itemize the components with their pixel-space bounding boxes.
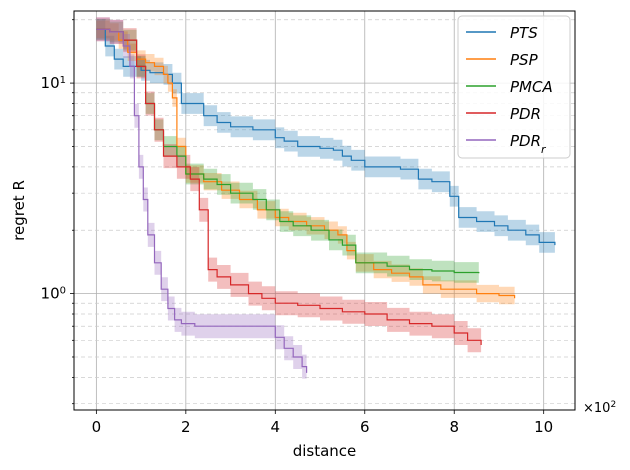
y-tick-base: 10 — [41, 285, 60, 303]
legend-label-pdr: PDR — [510, 105, 541, 123]
x-axis-label: distance — [293, 442, 357, 460]
x-tick-label: 4 — [271, 418, 281, 436]
band-pts — [96, 19, 555, 256]
band-pmca — [96, 19, 479, 284]
legend-box — [457, 15, 571, 159]
plot-frame — [73, 10, 576, 411]
line-pdr — [96, 28, 482, 345]
y-tick-label: 100 — [41, 285, 66, 303]
series-lines — [96, 28, 556, 373]
legend-label-base: PDR — [510, 132, 541, 150]
x-multiplier-exp: 2 — [610, 400, 616, 410]
legend-label-base: PSP — [510, 51, 539, 69]
y-tick-exponent: 0 — [60, 285, 66, 296]
x-axis-multiplier: ×102 — [583, 400, 616, 416]
y-tick-base: 10 — [41, 74, 60, 92]
x-tick-label: 8 — [449, 418, 459, 436]
x-multiplier-base: ×10 — [583, 401, 610, 416]
line-pdr_r — [96, 28, 308, 373]
legend-label-psp: PSP — [510, 51, 539, 69]
line-pts — [96, 28, 556, 246]
legend-label-subscript: r — [541, 143, 547, 156]
x-tick-label: 10 — [534, 418, 553, 436]
band-pdr — [96, 17, 482, 358]
legend-label-pmca: PMCA — [510, 78, 553, 96]
legend-label-pdr_r: PDRr — [510, 132, 547, 156]
legend-label-base: PDR — [510, 105, 541, 123]
legend-label-base: PTS — [510, 24, 538, 42]
x-tick-label: 6 — [360, 418, 370, 436]
y-axis-label: regret R — [10, 180, 28, 241]
legend-label-base: PMCA — [510, 78, 553, 96]
legend-label-pts: PTS — [510, 24, 538, 42]
line-psp — [96, 28, 516, 299]
y-tick-exponent: 1 — [60, 75, 66, 86]
x-tick-label: 0 — [92, 418, 102, 436]
x-tick-label: 2 — [181, 418, 191, 436]
y-tick-label: 101 — [41, 74, 66, 92]
